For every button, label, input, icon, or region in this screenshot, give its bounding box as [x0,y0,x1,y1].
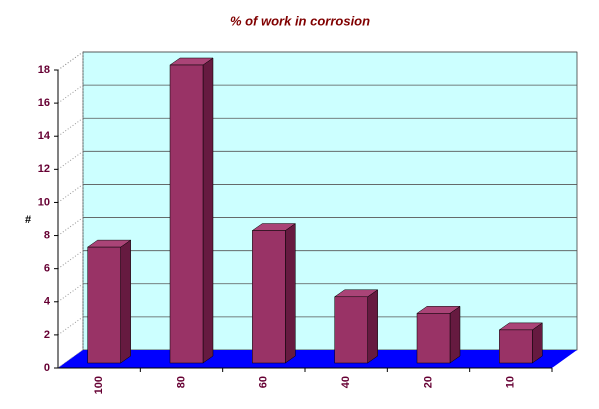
y-tick-label: 2 [44,329,50,341]
chart-title: % of work in corrosion [230,13,370,28]
bar [416,313,451,364]
bar-side [449,305,461,364]
grid-line-side [57,217,84,236]
bar [499,329,533,364]
bar-side [367,289,378,364]
left-wall [57,51,84,369]
grid-line-side [57,184,84,203]
y-tick-label: 12 [38,163,50,175]
x-tick-label: 20 [422,376,434,388]
bar [87,246,121,364]
y-tick-label: 4 [44,296,51,308]
x-tick-label: 40 [340,376,352,388]
grid-line-side [57,283,84,303]
grid-line-side [57,316,84,336]
y-tick-label: 14 [38,130,51,142]
grid-line-side [57,250,84,270]
back-wall [82,51,578,351]
y-tick-label: 16 [38,97,50,109]
y-tick-label: 8 [44,229,50,241]
bar [334,296,368,364]
bar [252,230,286,364]
bar-side [285,223,296,364]
bar [169,64,204,364]
y-tick-label: 18 [38,64,50,76]
bar-side [202,57,214,364]
grid-line-side [57,84,84,104]
grid-line-side [57,150,84,170]
grid-line-side [57,51,84,71]
y-tick-label: 10 [38,196,50,208]
grid-line-side [57,117,84,137]
y-tick-label: 6 [44,263,50,275]
x-tick-label: 100 [93,376,105,394]
x-tick-label: 60 [258,376,270,388]
y-axis-label: # [25,214,31,226]
bar-side [120,239,131,364]
y-tick-label: 0 [44,362,50,374]
x-tick-label: 80 [175,376,187,388]
x-tick-label: 10 [505,376,517,388]
